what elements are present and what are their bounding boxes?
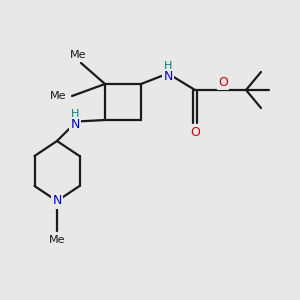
Text: Me: Me [49,235,65,245]
Text: Me: Me [50,91,66,101]
Text: H: H [71,109,79,119]
Text: H: H [164,61,172,71]
Text: O: O [218,76,228,89]
Text: N: N [163,70,173,83]
Text: O: O [190,125,200,139]
Text: Me: Me [70,50,86,61]
Text: N: N [70,118,80,131]
Text: N: N [52,194,62,208]
